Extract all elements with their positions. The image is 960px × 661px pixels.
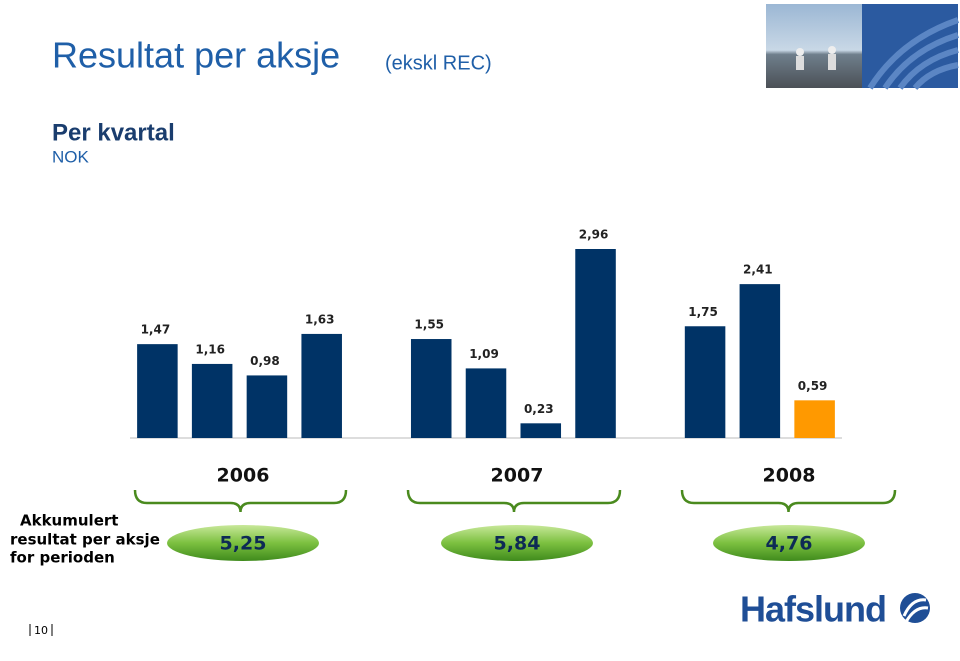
subtitle: Per kvartal <box>52 119 175 146</box>
brace <box>406 489 622 513</box>
accumulated-label: Akkumulert <box>20 512 118 530</box>
photo <box>766 4 959 90</box>
bar <box>794 400 835 438</box>
title-note: (ekskl REC) <box>385 52 492 74</box>
bar <box>410 339 452 438</box>
page-number: 10 <box>34 624 48 637</box>
accumulated-value: 5,84 <box>494 533 541 555</box>
year-label: 2006 <box>217 465 270 487</box>
bar <box>520 423 562 438</box>
bar <box>575 249 616 438</box>
data-label: 0,98 <box>250 354 280 368</box>
accumulated-value: 5,25 <box>220 533 267 555</box>
unit: NOK <box>52 147 90 166</box>
accumulated-label: for perioden <box>10 549 115 567</box>
bar <box>465 368 507 438</box>
bar <box>301 333 342 438</box>
title: Resultat per aksje <box>52 35 340 76</box>
data-label: 2,41 <box>743 263 773 277</box>
bar <box>246 375 288 438</box>
bar <box>191 363 233 438</box>
brace <box>133 489 348 513</box>
bar <box>739 284 781 438</box>
year-label: 2007 <box>491 465 544 487</box>
data-label: 0,59 <box>798 379 828 393</box>
bar <box>684 326 726 438</box>
data-label: 0,23 <box>524 402 554 416</box>
logo: Hafslund <box>740 589 930 630</box>
data-label: 1,63 <box>305 312 335 326</box>
data-label: 1,75 <box>688 305 718 319</box>
data-label: 1,47 <box>141 323 171 337</box>
year-label: 2008 <box>763 465 816 487</box>
data-label: 1,09 <box>469 347 499 361</box>
accumulated-label: resultat per aksje <box>10 531 160 549</box>
data-label: 1,55 <box>414 318 444 332</box>
bar <box>137 344 178 438</box>
data-label: 1,16 <box>195 342 225 356</box>
accumulated-pill <box>713 525 865 561</box>
logo-text: Hafslund <box>740 589 886 630</box>
accumulated-pill <box>441 525 593 561</box>
accumulated-pill <box>167 525 319 561</box>
data-label: 2,96 <box>579 228 609 242</box>
accumulated-value: 4,76 <box>766 533 813 555</box>
brace <box>680 489 897 513</box>
